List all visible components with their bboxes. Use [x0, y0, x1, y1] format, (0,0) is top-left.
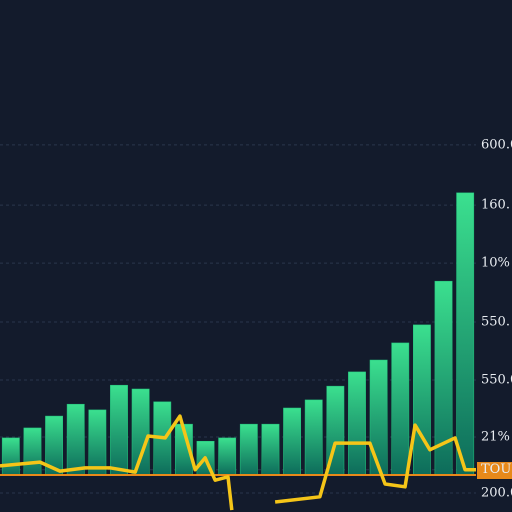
bar [283, 407, 301, 476]
bar [304, 399, 323, 476]
bar [110, 384, 128, 476]
lines [0, 414, 476, 511]
y-tick-label: 10% [481, 256, 510, 271]
y-tick-label: 600.0 [481, 137, 512, 152]
bar [131, 388, 150, 476]
bar [391, 342, 410, 476]
bar [66, 403, 85, 476]
y-tick-label: 160. [481, 198, 510, 213]
bar [413, 324, 431, 476]
labels: 600.0 160. 10% 550. 550.0 21% TOU 200.0 [481, 137, 512, 500]
line-series [0, 414, 234, 511]
label-highlight [477, 462, 512, 479]
bar [261, 423, 280, 476]
bar [1, 437, 20, 476]
y-tick-label: 21% [481, 429, 510, 444]
bar [239, 423, 258, 476]
bar [23, 427, 42, 476]
y-tick-label: 550.0 [481, 372, 512, 387]
bar [348, 371, 366, 476]
y-tick-label: 200.0 [481, 486, 512, 501]
bar [218, 437, 237, 476]
bar [88, 409, 107, 476]
bar [369, 359, 388, 476]
line-series [274, 423, 476, 504]
bar [456, 192, 475, 476]
y-tick-label: 550. [481, 315, 510, 330]
y-tick-label: TOU [481, 462, 511, 477]
